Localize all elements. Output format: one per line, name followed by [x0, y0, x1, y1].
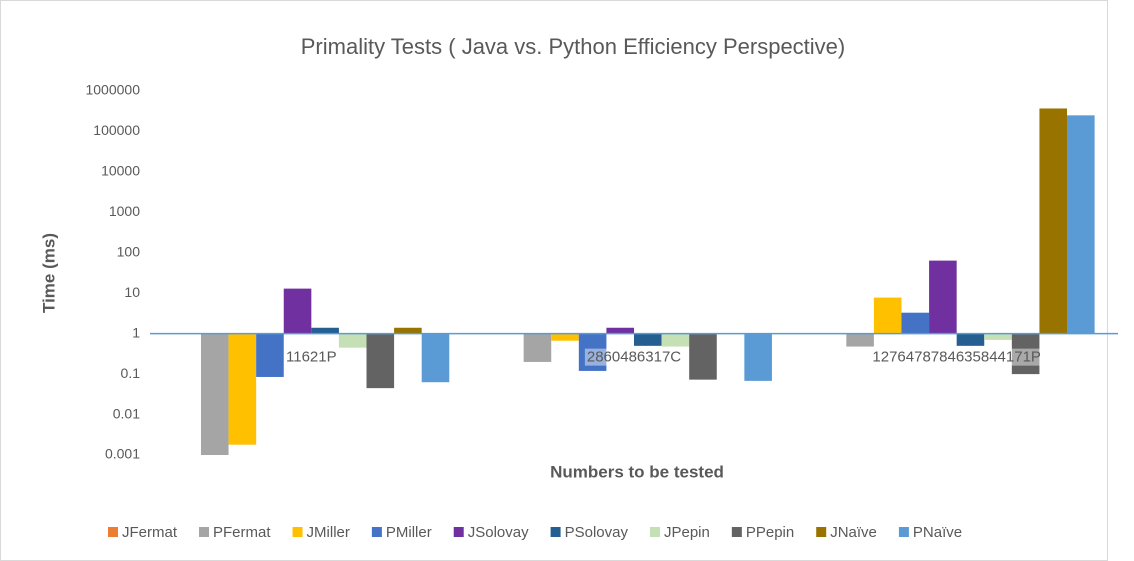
x-tick-label-bg [284, 348, 339, 366]
legend-swatch [649, 527, 660, 537]
legend-swatch [453, 527, 464, 537]
x-tick-label: 11621P [286, 349, 337, 366]
y-tick-label: 0.1 [121, 365, 141, 381]
legend-swatch [292, 527, 303, 537]
legend-label: PFermat [213, 524, 271, 541]
bar [873, 297, 902, 334]
bar [394, 327, 422, 334]
bar [200, 333, 229, 455]
legend-swatch [816, 527, 827, 537]
legend-label: JSolovay [468, 524, 529, 541]
bar [523, 333, 552, 362]
chart-title: Primality Tests ( Java vs. Python Effici… [301, 34, 846, 59]
y-axis-label: Time (ms) [39, 233, 58, 313]
legend-label: JPepin [664, 524, 710, 541]
bar [744, 333, 772, 381]
bar [929, 260, 957, 334]
bar [578, 333, 607, 371]
bar [283, 288, 312, 334]
bar [311, 327, 339, 334]
bar [421, 333, 450, 383]
y-tick-label: 1 [132, 324, 140, 340]
x-tick-label: 1276478784635844171P [872, 349, 1041, 366]
x-axis-label: Numbers to be tested [550, 462, 724, 481]
bar [551, 333, 579, 341]
bar [984, 333, 1012, 340]
x-tick-label-bg [584, 348, 684, 366]
y-tick-label: 10000 [101, 163, 140, 179]
bar [606, 327, 634, 334]
legend-swatch [108, 527, 118, 537]
legend-label: PPepin [746, 524, 794, 541]
legend-swatch [199, 527, 210, 537]
bar [1067, 115, 1095, 334]
legend-label: JFermat [122, 524, 178, 541]
bar [228, 333, 257, 445]
y-tick-label: 1000000 [85, 82, 140, 98]
legend-swatch [371, 527, 382, 537]
bar [846, 333, 874, 347]
y-tick-label: 10 [124, 284, 140, 300]
legend-swatch [550, 527, 561, 537]
bar [366, 333, 395, 389]
legend-label: JMiller [307, 524, 350, 541]
y-tick-label: 100 [117, 243, 141, 259]
x-tick-label-bg [870, 348, 1043, 366]
bar [256, 333, 284, 377]
x-tick-label: 2860486317C [587, 349, 681, 366]
bar [901, 312, 930, 334]
bar [1039, 108, 1068, 334]
y-tick-label: 0.01 [113, 405, 140, 421]
y-tick-label: 100000 [93, 122, 140, 138]
legend-label: PMiller [386, 524, 432, 541]
chart-frame [0, 0, 1108, 561]
bar [634, 333, 662, 346]
bar [338, 333, 367, 348]
bar [661, 333, 690, 347]
bar [956, 333, 985, 346]
legend-label: JNaïve [830, 524, 877, 541]
legend-label: PSolovay [565, 524, 629, 541]
y-tick-label: 0.001 [105, 446, 140, 462]
bar [689, 333, 717, 380]
legend-label: PNaïve [913, 524, 962, 541]
legend-swatch [731, 527, 742, 537]
bar [1011, 333, 1040, 375]
legend-swatch [898, 527, 909, 537]
y-tick-label: 1000 [109, 203, 140, 219]
